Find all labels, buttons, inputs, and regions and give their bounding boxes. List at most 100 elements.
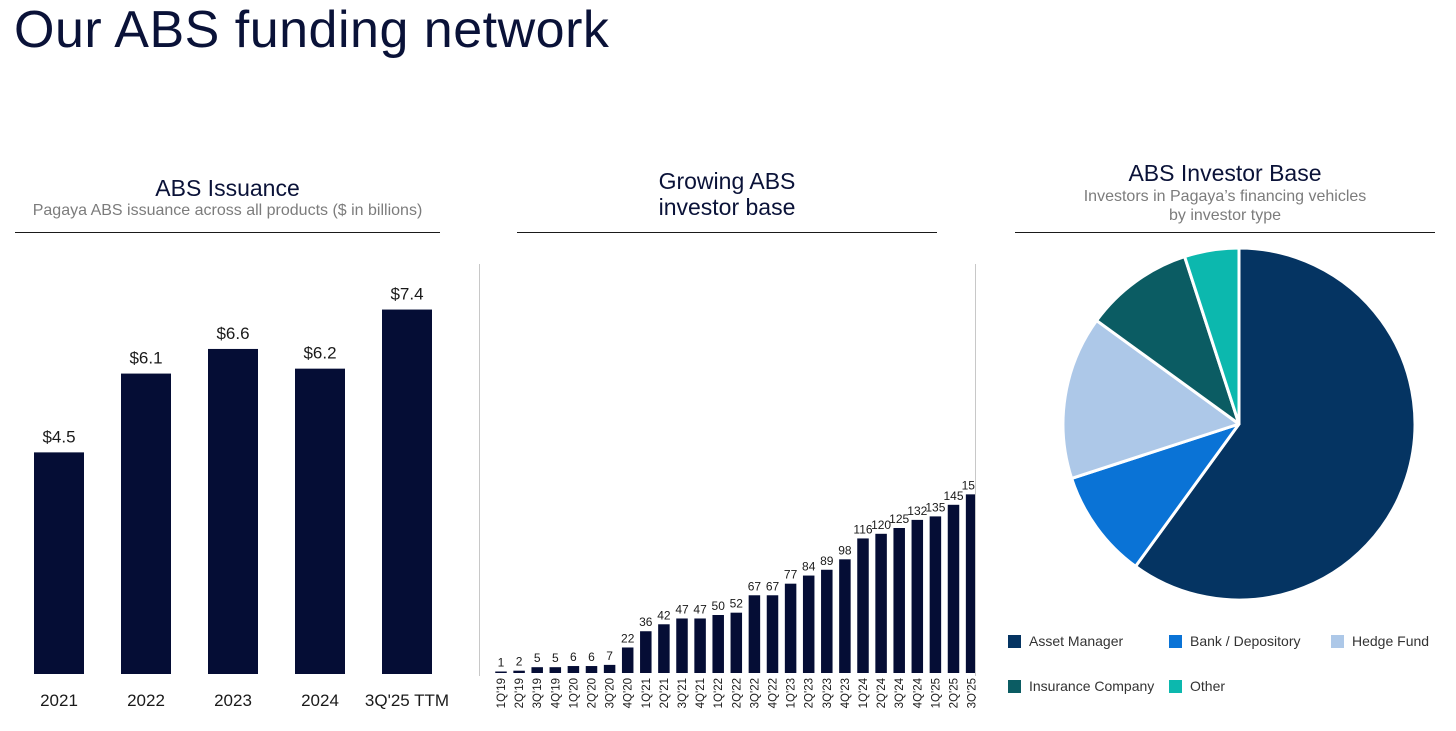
legend-swatch-asset-manager: [1008, 634, 1021, 648]
legend-label-other: Other: [1190, 678, 1226, 694]
investors-value-label: 22: [621, 631, 635, 645]
investors-bar: [802, 575, 815, 673]
investors-category-label: 2Q'23: [804, 678, 816, 708]
legend-item-bank: Bank / Depository: [1169, 633, 1301, 649]
investors-bar: [694, 618, 706, 673]
panel-divider-right: [975, 264, 976, 676]
investors-bar: [603, 664, 616, 673]
issuance-bar: [382, 309, 432, 674]
investors-value-label: 52: [730, 597, 744, 611]
legend-swatch-insurance: [1008, 679, 1021, 693]
investors-category-label: 1Q'24: [858, 677, 870, 708]
issuance-category-label: 2022: [127, 691, 165, 710]
legend-item-insurance: Insurance Company: [1008, 678, 1154, 694]
investors-value-label: 77: [784, 568, 798, 582]
pie-slice-asset-manager: [1134, 246, 1417, 602]
issuance-category-label: 3Q'25 TTM: [365, 691, 449, 710]
investors-value-label: 132: [907, 504, 927, 518]
investors-bar: [495, 671, 507, 673]
investors-category-label: 4Q'20: [623, 678, 635, 708]
issuance-category-label: 2023: [214, 691, 252, 710]
investors-bar: [893, 528, 905, 673]
investors-bar: [965, 494, 976, 673]
investors-value-label: 135: [925, 500, 945, 514]
investors-value-label: 2: [516, 655, 523, 669]
investors-title-line2: investor base: [658, 194, 796, 220]
investors-category-label: 1Q'19: [496, 678, 508, 708]
issuance-subtitle: Pagaya ABS issuance across all products …: [32, 202, 423, 219]
page-title: Our ABS funding network: [14, 1, 610, 59]
investors-value-label: 84: [802, 560, 816, 574]
investors-category-label: 4Q'24: [912, 677, 924, 708]
investor-base-rule: [1015, 232, 1435, 233]
investors-bar: [857, 538, 869, 673]
legend-label-asset-manager: Asset Manager: [1029, 633, 1124, 649]
legend-label-insurance: Insurance Company: [1029, 678, 1155, 694]
investors-category-label: 3Q'21: [677, 678, 689, 708]
issuance-bar: [295, 368, 345, 674]
investors-value-label: 5: [534, 651, 541, 665]
pie-slice-hedge-fund: [1061, 319, 1241, 480]
legend-swatch-hedge-fund: [1331, 634, 1344, 648]
investors-category-label: 2Q'22: [731, 678, 743, 708]
investors-bar: [766, 595, 779, 673]
investors-value-label: 67: [766, 579, 780, 593]
investors-value-label: 154: [962, 478, 976, 492]
issuance-value-label: $6.2: [303, 344, 336, 363]
investors-value-label: 47: [675, 602, 689, 616]
investors-category-label: 2Q'19: [514, 678, 526, 708]
investors-bar: [875, 533, 887, 673]
investors-bar: [929, 516, 942, 673]
panel-divider-left: [479, 264, 480, 676]
investors-bar: [549, 667, 562, 673]
investors-category-label: 4Q'21: [695, 678, 707, 708]
investors-category-label: 3Q'20: [605, 678, 617, 708]
investors-bar: [821, 569, 833, 673]
investors-category-label: 4Q'22: [768, 678, 780, 708]
investors-category-label: 3Q'22: [749, 678, 761, 708]
investors-rule: [517, 232, 937, 233]
investor-base-subtitle-line2: by investor type: [1168, 207, 1282, 224]
investors-value-label: 6: [570, 650, 577, 664]
investors-category-label: 1Q'23: [786, 678, 798, 708]
issuance-category-label: 2021: [40, 691, 78, 710]
investors-value-label: 7: [606, 649, 613, 663]
investor-pie-chart: [1061, 246, 1417, 602]
investors-value-label: 36: [639, 615, 653, 629]
legend-item-other: Other: [1169, 678, 1225, 694]
investors-category-label: 3Q'24: [894, 677, 906, 708]
legend-swatch-other: [1169, 679, 1182, 693]
investors-value-label: 89: [820, 554, 834, 568]
legend-label-hedge-fund: Hedge Fund: [1352, 633, 1430, 649]
legend-label-bank: Bank / Depository: [1190, 633, 1301, 649]
investors-value-label: 42: [657, 608, 671, 622]
issuance-value-label: $6.1: [129, 349, 162, 368]
investors-bar: [531, 667, 543, 673]
legend-item-hedge-fund: Hedge Fund: [1331, 633, 1429, 649]
investors-category-label: 4Q'23: [840, 678, 852, 708]
legend-swatch-bank: [1169, 634, 1182, 648]
pie-slice-other: [1183, 246, 1241, 426]
investors-bar: [585, 666, 598, 673]
issuance-value-label: $4.5: [42, 427, 75, 446]
investors-bar-chart: 1 1Q'19 2 2Q'19 5 3Q'19 5 4Q'19 6 1Q'20 6 2Q'20 7 3Q'…: [495, 478, 976, 708]
investors-category-label: 2Q'21: [659, 678, 671, 708]
pie-slice-bank: [1070, 422, 1241, 568]
issuance-category-label: 2024: [301, 691, 339, 710]
issuance-bar: [34, 452, 84, 674]
investors-value-label: 47: [693, 602, 707, 616]
investors-category-label: 1Q'22: [713, 678, 725, 708]
investors-value-label: 145: [943, 489, 963, 503]
investors-value-label: 120: [871, 518, 891, 532]
investors-value-label: 116: [853, 522, 872, 536]
investors-bar: [567, 666, 580, 673]
investors-category-label: 1Q'20: [568, 678, 580, 708]
investors-title-line1: Growing ABS: [658, 168, 796, 194]
investors-category-label: 1Q'25: [930, 678, 942, 708]
investors-bar: [839, 559, 851, 673]
investors-bar: [621, 647, 634, 673]
investors-value-label: 67: [748, 579, 762, 593]
investors-bar: [911, 519, 924, 673]
investors-value-label: 1: [498, 656, 505, 670]
issuance-value-label: $6.6: [216, 324, 249, 343]
